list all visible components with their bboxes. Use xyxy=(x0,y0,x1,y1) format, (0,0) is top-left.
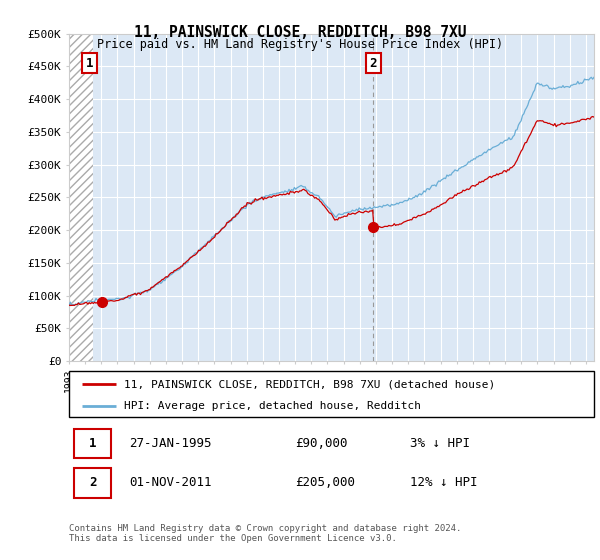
Text: 27-JAN-1995: 27-JAN-1995 xyxy=(130,437,212,450)
Text: 12% ↓ HPI: 12% ↓ HPI xyxy=(410,477,478,489)
Text: 11, PAINSWICK CLOSE, REDDITCH, B98 7XU: 11, PAINSWICK CLOSE, REDDITCH, B98 7XU xyxy=(134,25,466,40)
Text: 1: 1 xyxy=(89,437,97,450)
Text: 11, PAINSWICK CLOSE, REDDITCH, B98 7XU (detached house): 11, PAINSWICK CLOSE, REDDITCH, B98 7XU (… xyxy=(124,379,496,389)
Text: £90,000: £90,000 xyxy=(295,437,347,450)
Text: 1: 1 xyxy=(86,57,94,69)
Text: 3% ↓ HPI: 3% ↓ HPI xyxy=(410,437,470,450)
Text: £205,000: £205,000 xyxy=(295,477,355,489)
Text: 01-NOV-2011: 01-NOV-2011 xyxy=(130,477,212,489)
Text: HPI: Average price, detached house, Redditch: HPI: Average price, detached house, Redd… xyxy=(124,401,421,410)
Text: 2: 2 xyxy=(89,477,97,489)
Text: Contains HM Land Registry data © Crown copyright and database right 2024.
This d: Contains HM Land Registry data © Crown c… xyxy=(69,524,461,543)
Polygon shape xyxy=(69,34,93,361)
FancyBboxPatch shape xyxy=(74,468,111,498)
Text: Price paid vs. HM Land Registry's House Price Index (HPI): Price paid vs. HM Land Registry's House … xyxy=(97,38,503,51)
Text: 2: 2 xyxy=(370,57,377,69)
FancyBboxPatch shape xyxy=(74,429,111,458)
